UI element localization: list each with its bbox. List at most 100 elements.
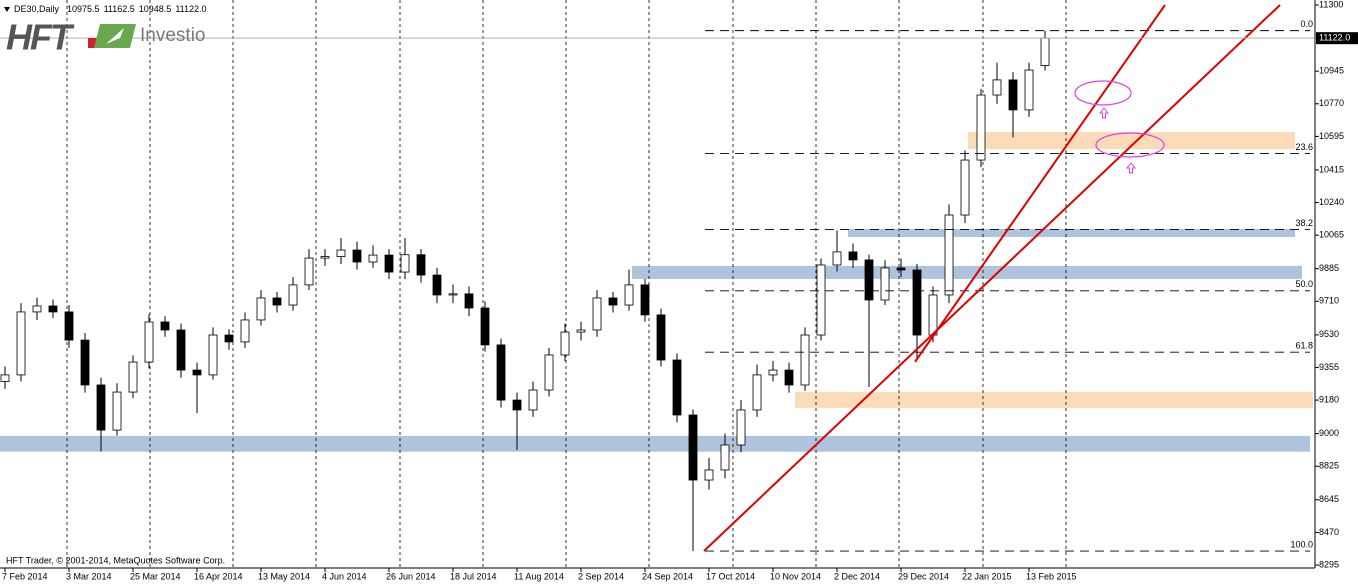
y-tick-label: 8645 [1319, 494, 1339, 504]
fibo-label: 50.0 [1295, 279, 1313, 289]
fibo-label: 100.0 [1290, 539, 1313, 549]
candle-body [96, 384, 106, 431]
candle-body [656, 314, 666, 361]
y-tick-label: 10595 [1319, 131, 1344, 141]
header-value: 11162.5 [104, 4, 135, 14]
header-value: 10948.5 [139, 4, 172, 14]
candle-body [224, 334, 234, 343]
candle-body [736, 409, 746, 446]
footer: HFT Trader, © 2001-2014, MetaQuotes Soft… [6, 555, 225, 565]
candle-body [352, 249, 362, 263]
y-tick-label: 10770 [1319, 98, 1344, 108]
candle-body [144, 321, 154, 363]
highlight-ellipse [1095, 132, 1165, 158]
candle-body [848, 251, 858, 261]
y-tick-label: 10415 [1319, 164, 1344, 174]
candle-body [192, 369, 202, 376]
candle-body [320, 256, 330, 259]
logo-brand: HFT [6, 17, 75, 58]
candle-body [16, 311, 26, 376]
candle-body [560, 331, 570, 356]
candle-body [768, 369, 778, 376]
zones [0, 132, 1313, 452]
candle-body [272, 297, 282, 306]
x-tick-label: 13 May 2014 [258, 571, 310, 581]
y-tick-label: 9530 [1319, 329, 1339, 339]
header: DE30,Daily 10975.5 11162.5 10948.5 11122.0 [14, 4, 207, 14]
candle-body [112, 391, 122, 431]
y-tick-label: 9000 [1319, 428, 1339, 438]
candle-body [48, 305, 58, 313]
x-tick-label: 4 Jun 2014 [322, 571, 367, 581]
candle-body [368, 254, 378, 263]
y-tick-label: 11300 [1319, 0, 1343, 9]
candle-body [704, 469, 714, 481]
candle-body [416, 254, 426, 276]
candle-body [784, 369, 794, 386]
x-tick-label: 17 Oct 2014 [706, 571, 755, 581]
last-price-label: 11122.0 [1319, 33, 1350, 43]
grid [66, 0, 1067, 568]
candle-body [864, 259, 874, 301]
trendline [914, 4, 1166, 363]
y-tick-label: 8825 [1319, 461, 1339, 471]
candle-body [672, 359, 682, 416]
candle-body [1024, 69, 1034, 111]
candle-body [0, 374, 10, 382]
x-tick-label: 16 Apr 2014 [194, 571, 243, 581]
candle-body [512, 399, 522, 411]
fibo-label: 23.6 [1295, 142, 1313, 152]
candle-body [880, 267, 890, 301]
candle-body [960, 159, 970, 216]
candles [0, 30, 1050, 552]
fibo-label: 38.2 [1295, 218, 1313, 228]
candle-body [80, 339, 90, 386]
candle-body [640, 284, 650, 316]
last-price-box [1316, 32, 1358, 45]
y-tick-label: 8295 [1319, 559, 1339, 569]
y-tick-label: 10240 [1319, 197, 1344, 207]
logo-mark [106, 28, 124, 44]
y-tick-label: 10065 [1319, 230, 1344, 240]
x-tick-label: 13 Feb 2015 [1026, 571, 1077, 581]
candle-body [208, 334, 218, 376]
candle-body [752, 374, 762, 411]
candle-body [176, 329, 186, 371]
x-tick-label: 26 Jun 2014 [386, 571, 436, 581]
candle-body [64, 311, 74, 341]
x-tick-label: 24 Sep 2014 [642, 571, 693, 581]
candle-body [128, 361, 138, 393]
x-tick-label: 2 Dec 2014 [834, 571, 880, 581]
x-tick-label: 2 Sep 2014 [578, 571, 624, 581]
y-tick-label: 9885 [1319, 263, 1339, 273]
x-tick-label: 7 Feb 2014 [2, 571, 48, 581]
x-tick-label: 22 Jan 2015 [962, 571, 1012, 581]
candle-body [304, 257, 314, 286]
candle-body [800, 334, 810, 386]
candle-body [400, 254, 410, 273]
y-tick-label: 10945 [1319, 66, 1344, 76]
menu-triangle[interactable] [4, 7, 10, 12]
logo-name: Investio [140, 25, 205, 46]
y-tick-label: 9710 [1319, 296, 1339, 306]
candle-body [816, 264, 826, 336]
x-tick-label: 10 Nov 2014 [770, 571, 821, 581]
up-arrow [1098, 107, 1110, 119]
candle-body [576, 329, 586, 333]
candle-body [448, 293, 458, 296]
candle-body [544, 354, 554, 391]
zone [0, 435, 1310, 452]
x-tick-label: 3 Mar 2014 [66, 571, 112, 581]
candle-body [624, 284, 634, 306]
symbol: DE30,Daily [14, 4, 60, 14]
candle-body [480, 307, 490, 346]
x-tick-label: 29 Dec 2014 [898, 571, 949, 581]
candle-body [992, 79, 1002, 96]
candle-body [464, 293, 474, 309]
zone [968, 132, 1295, 150]
x-tick-label: 25 Mar 2014 [130, 571, 181, 581]
candle-body [896, 267, 906, 271]
candle-body [720, 444, 730, 471]
y-tick-label: 8470 [1319, 527, 1339, 537]
